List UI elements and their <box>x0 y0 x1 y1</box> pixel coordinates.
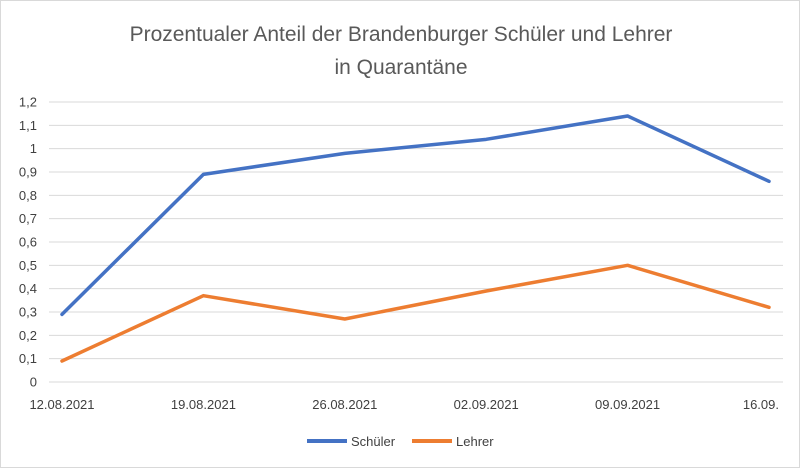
chart-title-line-1: Prozentualer Anteil der Brandenburger Sc… <box>130 23 673 46</box>
x-axis-tick-labels: 12.08.2021 19.08.2021 26.08.2021 02.09.2021… <box>29 397 779 412</box>
chart-title-line-2: in Quarantäne <box>334 56 467 79</box>
x-tick-label: 12.08.2021 <box>29 397 94 412</box>
gridlines <box>49 101 783 383</box>
x-tick-label: 02.09.2021 <box>454 397 519 412</box>
y-tick-label: 0,9 <box>19 165 37 180</box>
series-line-lehrer <box>60 263 771 363</box>
y-tick-label: 1,2 <box>19 95 37 110</box>
y-tick-label: 0,3 <box>19 305 37 320</box>
series-line-schueler <box>60 114 771 317</box>
legend-label-schueler: Schüler <box>351 434 396 449</box>
y-tick-label: 0,7 <box>19 211 37 226</box>
y-tick-label: 1,1 <box>19 118 37 133</box>
legend: Schüler Lehrer <box>307 434 494 449</box>
x-tick-label: 19.08.2021 <box>171 397 236 412</box>
y-tick-label: 1 <box>30 141 37 156</box>
y-tick-label: 0,1 <box>19 351 37 366</box>
y-tick-label: 0,2 <box>19 328 37 343</box>
y-tick-label: 0,4 <box>19 281 37 296</box>
x-tick-label: 16.09. <box>743 397 779 412</box>
y-tick-label: 0,6 <box>19 235 37 250</box>
y-tick-label: 0,8 <box>19 188 37 203</box>
y-tick-label: 0 <box>30 375 37 390</box>
x-tick-label: 26.08.2021 <box>312 397 377 412</box>
legend-label-lehrer: Lehrer <box>456 434 494 449</box>
y-axis-tick-labels: 0 0,1 0,2 0,3 0,4 0,5 0,6 0,7 0,8 0,9 1 1,1 1,2 <box>19 95 37 390</box>
x-tick-label: 09.09.2021 <box>595 397 660 412</box>
series-lines <box>60 114 771 363</box>
y-tick-label: 0,5 <box>19 258 37 273</box>
